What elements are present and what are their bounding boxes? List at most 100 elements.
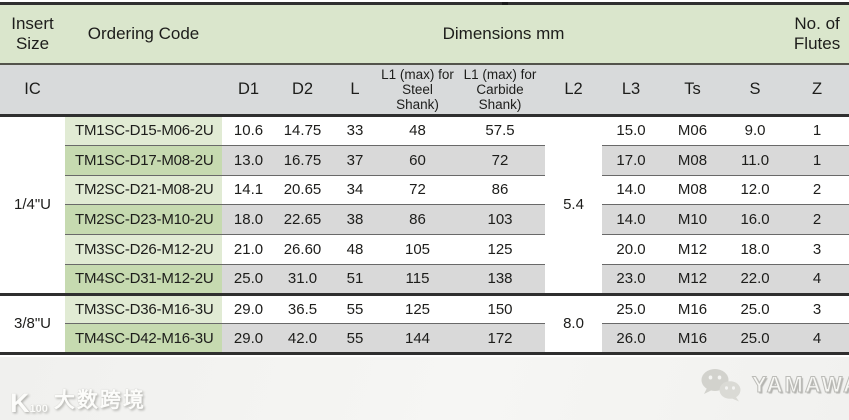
cell-d1: 14.1	[222, 174, 275, 205]
cell-z: 3	[785, 292, 849, 324]
subheader-d2: D2	[275, 63, 330, 117]
cell-d2: 36.5	[275, 292, 330, 324]
k100-logo: K	[10, 388, 30, 418]
cell-d2: 42.0	[275, 323, 330, 355]
cell-d2: 26.60	[275, 234, 330, 265]
wechat-icon	[701, 369, 741, 402]
cell-code: TM4SC-D42-M16-3U	[65, 323, 222, 355]
cell-insert-size: 1/4"U	[0, 115, 65, 294]
table-row: TM4SC-D42-M16-3U 29.0 42.0 55 144 172 26…	[0, 323, 849, 355]
cell-l1-carbide: 138	[455, 263, 545, 294]
cell-code: TM1SC-D17-M08-2U	[65, 144, 222, 175]
cell-s: 16.0	[725, 204, 786, 235]
cell-l1-steel: 72	[380, 174, 455, 205]
cell-s: 22.0	[725, 263, 786, 294]
subheader-ts: Ts	[660, 63, 725, 117]
cell-code: TM3SC-D26-M12-2U	[65, 234, 222, 265]
cell-z: 4	[785, 323, 849, 355]
cell-l3: 25.0	[602, 292, 660, 324]
cell-z: 1	[785, 144, 849, 175]
cell-s: 18.0	[725, 234, 786, 265]
subheader-l2: L2	[545, 63, 602, 117]
cell-l2: 8.0	[545, 292, 602, 355]
cell-d2: 31.0	[275, 263, 330, 294]
table-row: TM1SC-D17-M08-2U 13.0 16.75 37 60 72 17.…	[0, 144, 849, 175]
cell-d1: 21.0	[222, 234, 275, 265]
cell-l: 34	[330, 174, 380, 205]
cell-d1: 18.0	[222, 204, 275, 235]
cropped-text-remnant	[502, 2, 508, 5]
cell-z: 4	[785, 263, 849, 294]
cell-l3: 17.0	[602, 144, 660, 175]
cell-ts: M12	[660, 263, 725, 294]
cell-d1: 29.0	[222, 323, 275, 355]
cell-d1: 10.6	[222, 115, 275, 146]
cell-l1-steel: 144	[380, 323, 455, 355]
cell-z: 2	[785, 174, 849, 205]
cell-l1-carbide: 150	[455, 292, 545, 324]
cell-d2: 22.65	[275, 204, 330, 235]
header-flutes: No. of Flutes	[785, 2, 849, 65]
subheader-l1-carbide: L1 (max) for Carbide Shank)	[455, 63, 545, 117]
cell-l3: 14.0	[602, 204, 660, 235]
cell-s: 25.0	[725, 292, 786, 324]
cell-ts: M06	[660, 115, 725, 146]
cell-s: 11.0	[725, 144, 786, 175]
subheader-l1-steel: L1 (max) for Steel Shank)	[380, 63, 455, 117]
cell-l1-steel: 125	[380, 292, 455, 324]
cell-l: 55	[330, 323, 380, 355]
cell-ts: M12	[660, 234, 725, 265]
cell-l: 55	[330, 292, 380, 324]
cell-ts: M16	[660, 292, 725, 324]
cell-s: 12.0	[725, 174, 786, 205]
cell-code: TM2SC-D21-M08-2U	[65, 174, 222, 205]
cell-l1-steel: 48	[380, 115, 455, 146]
subheader-ic: IC	[0, 63, 65, 117]
subheader-l: L	[330, 63, 380, 117]
cell-d2: 20.65	[275, 174, 330, 205]
header-insert-size: Insert Size	[0, 2, 65, 65]
cell-d1: 29.0	[222, 292, 275, 324]
cell-l: 33	[330, 115, 380, 146]
cell-l1-carbide: 57.5	[455, 115, 545, 146]
cell-l3: 15.0	[602, 115, 660, 146]
table-row: TM4SC-D31-M12-2U 25.0 31.0 51 115 138 23…	[0, 263, 849, 294]
subheader-l3: L3	[602, 63, 660, 117]
cell-l1-carbide: 103	[455, 204, 545, 235]
cell-l1-carbide: 172	[455, 323, 545, 355]
cell-l: 38	[330, 204, 380, 235]
cell-l1-carbide: 72	[455, 144, 545, 175]
cell-d1: 13.0	[222, 144, 275, 175]
cell-l1-carbide: 86	[455, 174, 545, 205]
cell-z: 1	[785, 115, 849, 146]
cell-z: 3	[785, 234, 849, 265]
cell-d1: 25.0	[222, 263, 275, 294]
watermark-left: K 100 大数跨境	[10, 384, 146, 418]
cell-l: 51	[330, 263, 380, 294]
cell-l3: 23.0	[602, 263, 660, 294]
cell-l: 37	[330, 144, 380, 175]
cell-l1-carbide: 125	[455, 234, 545, 265]
cell-ts: M08	[660, 174, 725, 205]
cell-l: 48	[330, 234, 380, 265]
table-row: TM2SC-D21-M08-2U 14.1 20.65 34 72 86 14.…	[0, 174, 849, 205]
cell-d2: 14.75	[275, 115, 330, 146]
cell-code: TM1SC-D15-M06-2U	[65, 115, 222, 146]
header-dimensions: Dimensions mm	[222, 2, 786, 65]
cell-l3: 26.0	[602, 323, 660, 355]
table-row: 3/8"U TM3SC-D36-M16-3U 29.0 36.5 55 125 …	[0, 292, 849, 355]
cell-s: 25.0	[725, 323, 786, 355]
watermark-right: YAMAWA	[700, 367, 849, 403]
watermark-left-text: 大数跨境	[53, 389, 146, 412]
cell-l2: 5.4	[545, 115, 602, 294]
cell-s: 9.0	[725, 115, 786, 146]
cell-code: TM3SC-D36-M16-3U	[65, 292, 222, 324]
cell-l3: 14.0	[602, 174, 660, 205]
yamawa-watermark-text: YAMAWA	[752, 372, 849, 398]
cell-ts: M10	[660, 204, 725, 235]
cell-l3: 20.0	[602, 234, 660, 265]
cell-code: TM2SC-D23-M10-2U	[65, 204, 222, 235]
cell-l1-steel: 60	[380, 144, 455, 175]
cell-l1-steel: 86	[380, 204, 455, 235]
cell-insert-size: 3/8"U	[0, 292, 65, 355]
